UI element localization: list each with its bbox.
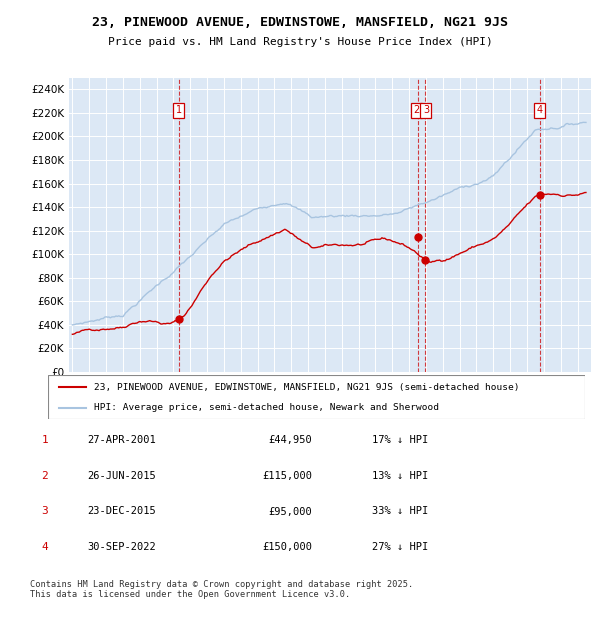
Text: 2: 2 (41, 471, 49, 480)
Text: Contains HM Land Registry data © Crown copyright and database right 2025.
This d: Contains HM Land Registry data © Crown c… (30, 580, 413, 599)
Text: £150,000: £150,000 (262, 542, 312, 552)
Text: 27-APR-2001: 27-APR-2001 (87, 435, 156, 445)
Text: 1: 1 (176, 105, 182, 115)
Text: HPI: Average price, semi-detached house, Newark and Sherwood: HPI: Average price, semi-detached house,… (94, 403, 439, 412)
Text: 23, PINEWOOD AVENUE, EDWINSTOWE, MANSFIELD, NG21 9JS (semi-detached house): 23, PINEWOOD AVENUE, EDWINSTOWE, MANSFIE… (94, 383, 519, 392)
Text: 3: 3 (41, 507, 49, 516)
Text: Price paid vs. HM Land Registry's House Price Index (HPI): Price paid vs. HM Land Registry's House … (107, 37, 493, 47)
Text: 23-DEC-2015: 23-DEC-2015 (87, 507, 156, 516)
Text: 1: 1 (41, 435, 49, 445)
Text: 13% ↓ HPI: 13% ↓ HPI (372, 471, 428, 480)
Text: £95,000: £95,000 (268, 507, 312, 516)
Text: 4: 4 (536, 105, 543, 115)
Text: 3: 3 (423, 105, 429, 115)
Text: 26-JUN-2015: 26-JUN-2015 (87, 471, 156, 480)
Text: 17% ↓ HPI: 17% ↓ HPI (372, 435, 428, 445)
Text: 30-SEP-2022: 30-SEP-2022 (87, 542, 156, 552)
Text: £115,000: £115,000 (262, 471, 312, 480)
Text: 23, PINEWOOD AVENUE, EDWINSTOWE, MANSFIELD, NG21 9JS: 23, PINEWOOD AVENUE, EDWINSTOWE, MANSFIE… (92, 16, 508, 29)
Text: £44,950: £44,950 (268, 435, 312, 445)
Text: 27% ↓ HPI: 27% ↓ HPI (372, 542, 428, 552)
Text: 33% ↓ HPI: 33% ↓ HPI (372, 507, 428, 516)
Text: 4: 4 (41, 542, 49, 552)
Text: 2: 2 (413, 105, 420, 115)
